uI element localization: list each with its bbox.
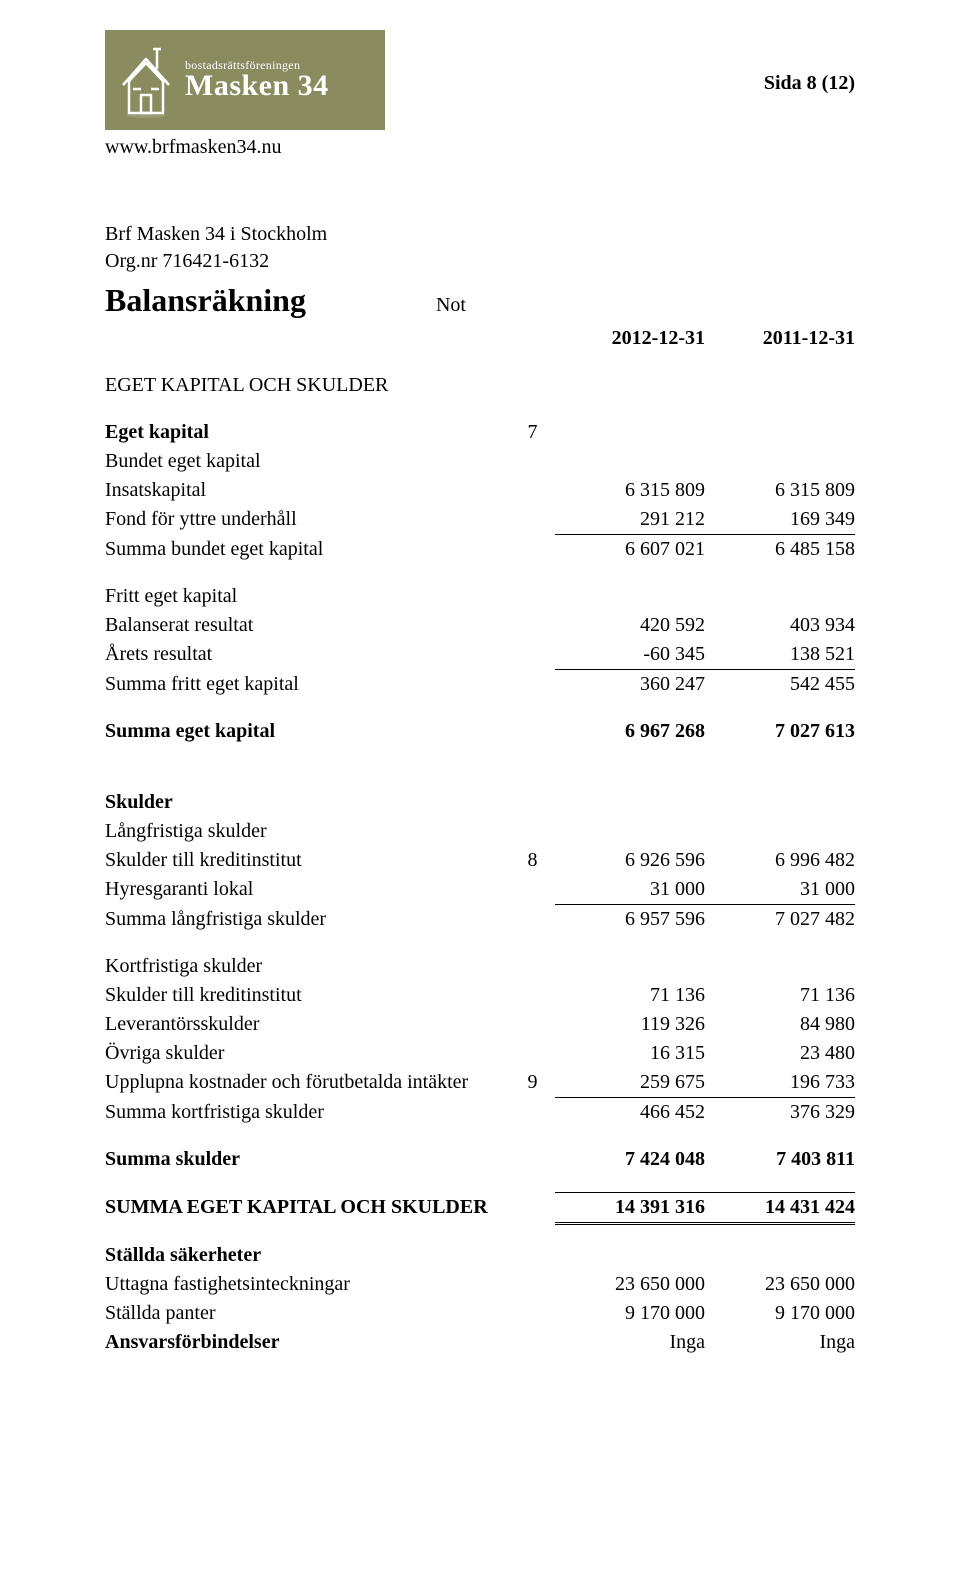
row-value: 7 027 482	[705, 905, 855, 935]
row-label: Summa fritt eget kapital	[105, 670, 510, 700]
house-icon	[119, 41, 173, 119]
row-value: 9 170 000	[555, 1299, 705, 1328]
logo-title: Masken 34	[185, 71, 329, 101]
row-value: 119 326	[555, 1010, 705, 1039]
note-8: 8	[510, 846, 555, 875]
row-value: -60 345	[555, 640, 705, 670]
row-value: 31 000	[555, 875, 705, 905]
row-value: 291 212	[555, 505, 705, 535]
logo-text: bostadsrättsföreningen Masken 34	[185, 59, 329, 101]
org-block: Brf Masken 34 i Stockholm Org.nr 716421-…	[105, 221, 855, 275]
row-label: Hyresgaranti lokal	[105, 875, 510, 905]
year-row: 2012-12-31 2011-12-31	[105, 324, 855, 353]
grand-total-label: SUMMA EGET KAPITAL OCH SKULDER	[105, 1192, 510, 1223]
website-url: www.brfmasken34.nu	[105, 134, 445, 161]
row-value: 7 027 613	[705, 717, 855, 746]
section-header: EGET KAPITAL OCH SKULDER	[105, 371, 510, 400]
kort-header: Kortfristiga skulder	[105, 952, 510, 981]
row-value: 9 170 000	[705, 1299, 855, 1328]
row-label: Skulder till kreditinstitut	[105, 846, 510, 875]
row-value: 7 424 048	[555, 1145, 705, 1174]
row-value: 16 315	[555, 1039, 705, 1068]
doc-title: Balansräkning	[105, 279, 306, 322]
row-value: 360 247	[555, 670, 705, 700]
row-label: Upplupna kostnader och förutbetalda intä…	[105, 1068, 510, 1098]
row-label: Uttagna fastighetsinteckningar	[105, 1270, 510, 1299]
org-number: Org.nr 716421-6132	[105, 248, 855, 275]
row-value: 196 733	[705, 1068, 855, 1098]
row-value: 138 521	[705, 640, 855, 670]
row-label: Ansvarsförbindelser	[105, 1328, 510, 1357]
row-label: Insatskapital	[105, 476, 510, 505]
org-name: Brf Masken 34 i Stockholm	[105, 221, 855, 248]
balance-table: 2012-12-31 2011-12-31 EGET KAPITAL OCH S…	[105, 324, 855, 1357]
row-value: 23 650 000	[555, 1270, 705, 1299]
col-year-prior: 2011-12-31	[705, 324, 855, 353]
grand-total-value: 14 431 424	[705, 1192, 855, 1223]
row-label: Årets resultat	[105, 640, 510, 670]
row-label: Ställda panter	[105, 1299, 510, 1328]
row-value: 71 136	[705, 981, 855, 1010]
row-value: 259 675	[555, 1068, 705, 1098]
bundet-header: Bundet eget kapital	[105, 447, 510, 476]
note-header: Not	[436, 292, 466, 319]
col-year-current: 2012-12-31	[555, 324, 705, 353]
row-value: 466 452	[555, 1098, 705, 1128]
row-value: 23 480	[705, 1039, 855, 1068]
row-value: 6 315 809	[555, 476, 705, 505]
page-header: bostadsrättsföreningen Masken 34 www.brf…	[105, 30, 855, 161]
row-value: Inga	[555, 1328, 705, 1357]
row-value: 31 000	[705, 875, 855, 905]
row-label: Leverantörsskulder	[105, 1010, 510, 1039]
row-value: 376 329	[705, 1098, 855, 1128]
org-logo: bostadsrättsföreningen Masken 34	[105, 30, 385, 130]
row-value: 542 455	[705, 670, 855, 700]
lang-header: Långfristiga skulder	[105, 817, 510, 846]
row-value: 84 980	[705, 1010, 855, 1039]
logo-block: bostadsrättsföreningen Masken 34 www.brf…	[105, 30, 445, 161]
row-label: Fond för yttre underhåll	[105, 505, 510, 535]
row-value: 420 592	[555, 611, 705, 640]
row-value: 403 934	[705, 611, 855, 640]
grand-total-value: 14 391 316	[555, 1192, 705, 1223]
row-value: 6 607 021	[555, 535, 705, 565]
row-value: 6 996 482	[705, 846, 855, 875]
fritt-header: Fritt eget kapital	[105, 582, 510, 611]
row-label: Balanserat resultat	[105, 611, 510, 640]
row-value: 71 136	[555, 981, 705, 1010]
row-value: 6 957 596	[555, 905, 705, 935]
row-label: Övriga skulder	[105, 1039, 510, 1068]
row-label: Summa eget kapital	[105, 717, 510, 746]
sakerheter-header: Ställda säkerheter	[105, 1241, 510, 1270]
row-label: Summa långfristiga skulder	[105, 905, 510, 935]
row-value: 6 926 596	[555, 846, 705, 875]
skulder-header: Skulder	[105, 788, 510, 817]
document-page: bostadsrättsföreningen Masken 34 www.brf…	[0, 0, 960, 1397]
row-value: 7 403 811	[705, 1145, 855, 1174]
note-7: 7	[510, 418, 555, 447]
row-value: 23 650 000	[705, 1270, 855, 1299]
row-label: Summa kortfristiga skulder	[105, 1098, 510, 1128]
row-value: 6 315 809	[705, 476, 855, 505]
row-label: Skulder till kreditinstitut	[105, 981, 510, 1010]
row-value: 6 485 158	[705, 535, 855, 565]
row-value: 169 349	[705, 505, 855, 535]
row-label: Summa bundet eget kapital	[105, 535, 510, 565]
row-value: 6 967 268	[555, 717, 705, 746]
title-row: Balansräkning Not	[105, 279, 855, 322]
eget-kapital-header: Eget kapital	[105, 418, 510, 447]
row-label: Summa skulder	[105, 1145, 510, 1174]
row-value: Inga	[705, 1328, 855, 1357]
page-number: Sida 8 (12)	[764, 30, 855, 97]
note-9: 9	[510, 1068, 555, 1098]
